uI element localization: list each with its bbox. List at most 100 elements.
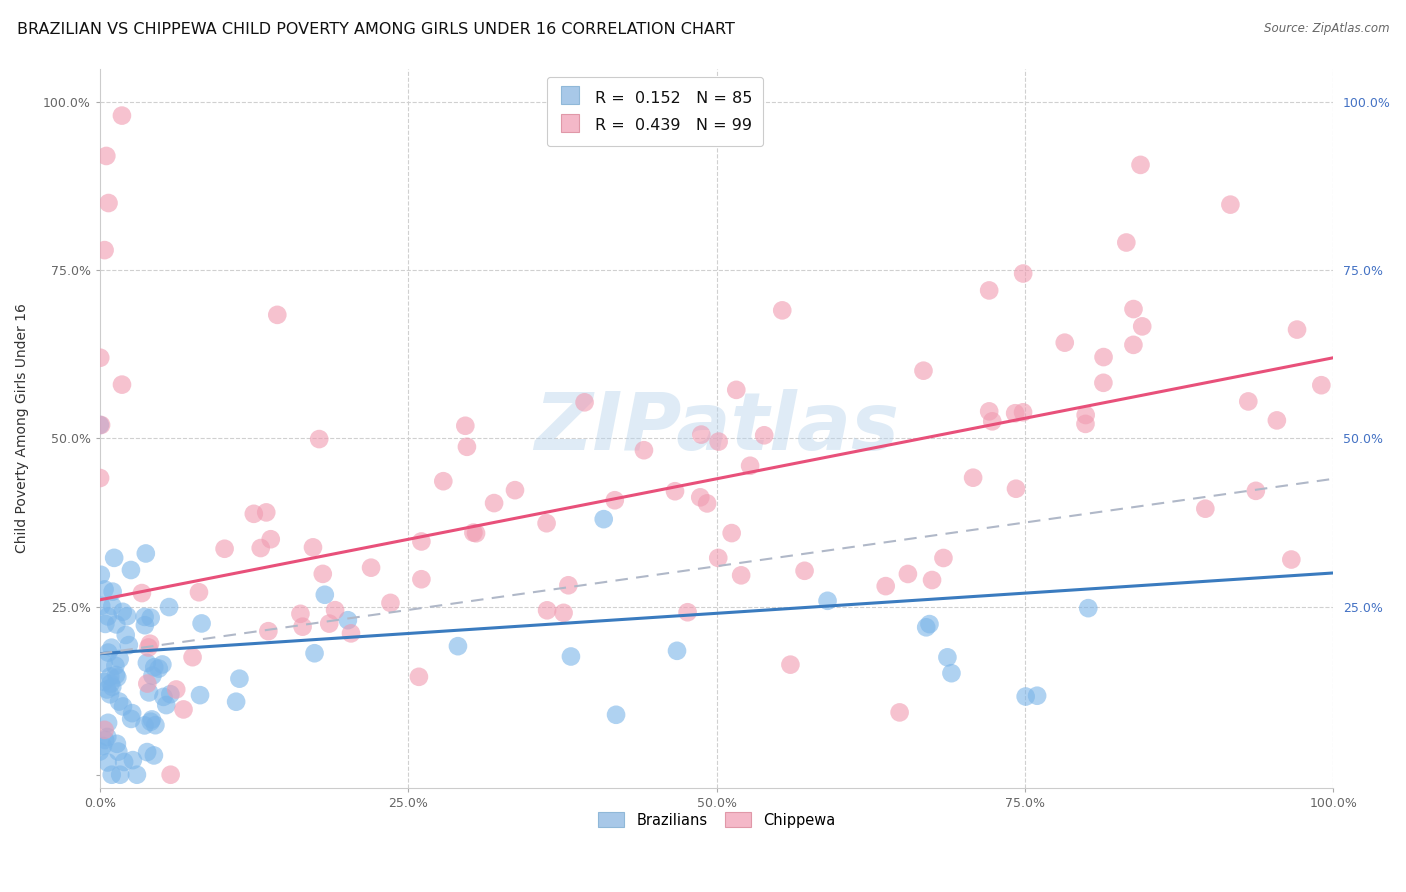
Point xyxy=(103,550,125,565)
Point xyxy=(557,578,579,592)
Point xyxy=(121,753,143,767)
Point xyxy=(605,707,627,722)
Point xyxy=(1026,689,1049,703)
Point xyxy=(94,616,117,631)
Point xyxy=(503,483,526,498)
Point xyxy=(142,748,165,763)
Point xyxy=(817,594,839,608)
Point xyxy=(97,196,120,211)
Point xyxy=(101,680,124,694)
Point xyxy=(1279,552,1302,566)
Point xyxy=(139,610,162,624)
Point xyxy=(97,609,120,624)
Point xyxy=(1074,408,1097,422)
Point xyxy=(111,699,134,714)
Point xyxy=(114,628,136,642)
Point xyxy=(98,687,121,701)
Point xyxy=(1122,338,1144,352)
Point xyxy=(1012,405,1035,419)
Point xyxy=(1092,350,1115,364)
Point xyxy=(105,617,128,632)
Point xyxy=(152,690,174,704)
Point xyxy=(308,432,330,446)
Point xyxy=(603,493,626,508)
Point xyxy=(111,605,134,619)
Point xyxy=(135,546,157,560)
Point xyxy=(536,603,558,617)
Point xyxy=(96,149,118,163)
Point xyxy=(291,620,314,634)
Point xyxy=(120,563,142,577)
Point xyxy=(932,551,955,566)
Point xyxy=(98,669,121,683)
Point xyxy=(159,768,181,782)
Point xyxy=(676,605,699,619)
Point xyxy=(921,573,943,587)
Point xyxy=(134,618,156,632)
Point xyxy=(1122,301,1144,316)
Point xyxy=(93,656,115,670)
Point xyxy=(633,443,655,458)
Point xyxy=(139,714,162,729)
Point xyxy=(1005,482,1028,496)
Point xyxy=(214,541,236,556)
Point xyxy=(456,440,478,454)
Point xyxy=(100,768,122,782)
Point xyxy=(145,718,167,732)
Legend: Brazilians, Chippewa: Brazilians, Chippewa xyxy=(591,805,842,835)
Point xyxy=(89,417,111,432)
Point xyxy=(754,428,776,442)
Point xyxy=(360,560,382,574)
Point xyxy=(730,568,752,582)
Point xyxy=(574,395,596,409)
Point xyxy=(664,484,686,499)
Point xyxy=(318,616,340,631)
Point xyxy=(340,626,363,640)
Point xyxy=(707,434,730,449)
Point xyxy=(141,713,163,727)
Point xyxy=(690,427,713,442)
Point xyxy=(104,668,127,682)
Point xyxy=(118,638,141,652)
Point xyxy=(100,640,122,655)
Text: ZIPatlas: ZIPatlas xyxy=(534,389,898,467)
Point xyxy=(536,516,558,531)
Point xyxy=(290,607,312,621)
Point xyxy=(897,566,920,581)
Point xyxy=(225,695,247,709)
Point xyxy=(380,596,402,610)
Point xyxy=(1244,483,1267,498)
Point xyxy=(254,505,277,519)
Point xyxy=(97,756,120,770)
Point xyxy=(249,541,271,555)
Point xyxy=(875,579,897,593)
Point xyxy=(90,417,112,432)
Text: Source: ZipAtlas.com: Source: ZipAtlas.com xyxy=(1264,22,1389,36)
Point xyxy=(336,613,359,627)
Point xyxy=(302,541,325,555)
Point xyxy=(108,694,131,708)
Point xyxy=(889,706,911,720)
Point xyxy=(90,599,112,613)
Point xyxy=(463,525,485,540)
Point xyxy=(1077,601,1099,615)
Point xyxy=(304,646,326,660)
Point xyxy=(770,303,793,318)
Point xyxy=(136,745,159,759)
Point xyxy=(190,616,212,631)
Point xyxy=(915,620,938,634)
Point xyxy=(323,603,346,617)
Point xyxy=(981,414,1004,428)
Point xyxy=(141,668,163,682)
Point xyxy=(411,572,433,586)
Point xyxy=(138,685,160,699)
Point xyxy=(159,687,181,701)
Point xyxy=(188,585,211,599)
Point xyxy=(779,657,801,672)
Point xyxy=(266,308,288,322)
Point xyxy=(1074,417,1097,431)
Point xyxy=(720,526,742,541)
Point xyxy=(143,660,166,674)
Point xyxy=(181,650,204,665)
Point xyxy=(120,712,142,726)
